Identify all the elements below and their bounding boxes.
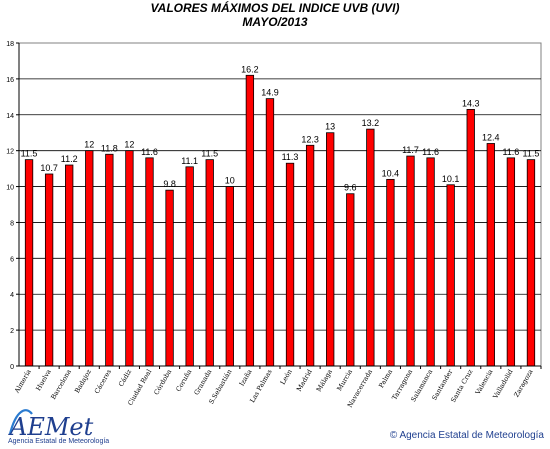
bar xyxy=(65,164,74,367)
bar xyxy=(346,193,355,367)
bar xyxy=(85,150,94,367)
x-tick-label: Málaga xyxy=(315,368,334,393)
data-label: 11.1 xyxy=(181,156,198,166)
x-tick-label: Barcelona xyxy=(49,368,73,401)
bar xyxy=(24,159,34,367)
x-tick-label: Palma xyxy=(377,368,394,389)
x-tick-label: Zaragoza xyxy=(512,368,534,399)
logo-subtitle: Agencia Estatal de Meteorología xyxy=(8,438,110,445)
bar xyxy=(446,184,455,367)
x-tick-label: Izaña xyxy=(238,368,254,388)
y-tick-label: 2 xyxy=(10,328,14,335)
data-label: 11.6 xyxy=(502,147,519,157)
x-tick-label: Granada xyxy=(192,368,213,397)
y-tick-label: 14 xyxy=(6,113,14,120)
data-label: 11.5 xyxy=(523,149,540,159)
x-tick-label: Murcia xyxy=(335,368,354,392)
x-tick-label: Córdoba xyxy=(152,368,173,396)
data-label: 16.2 xyxy=(241,64,259,74)
bar xyxy=(406,155,415,367)
y-tick-label: 8 xyxy=(10,220,14,227)
y-tick-label: 6 xyxy=(10,256,14,263)
aemet-logo: AEMet xyxy=(8,409,94,441)
bar xyxy=(326,132,335,367)
bar xyxy=(205,159,214,367)
data-label: 12 xyxy=(84,140,94,150)
y-tick-label: 4 xyxy=(10,292,14,299)
bar xyxy=(506,157,516,367)
data-label: 11.5 xyxy=(201,149,218,159)
bar xyxy=(366,128,375,367)
data-label: 11.2 xyxy=(61,154,78,164)
bar xyxy=(245,74,255,367)
bar xyxy=(466,108,475,367)
data-label: 11.5 xyxy=(21,149,38,159)
x-tick-label: Cáceres xyxy=(93,368,113,395)
bar xyxy=(44,173,54,367)
bar xyxy=(125,150,134,367)
data-label: 12.4 xyxy=(482,132,500,142)
data-label: 10.4 xyxy=(382,168,400,178)
bar xyxy=(185,166,194,367)
data-label: 13 xyxy=(325,122,335,132)
data-label: 11.3 xyxy=(282,152,299,162)
x-tick-label: Huelva xyxy=(34,368,53,392)
data-label: 12.3 xyxy=(301,134,319,144)
chart-subtitle: MAYO/2013 xyxy=(242,15,308,29)
data-label: 12 xyxy=(124,140,134,150)
bar xyxy=(225,186,234,367)
bar xyxy=(285,162,295,367)
data-label: 14.3 xyxy=(462,98,480,108)
data-label: 14.9 xyxy=(261,88,279,98)
data-label: 9.6 xyxy=(344,183,357,193)
x-tick-label: Cádiz xyxy=(117,368,133,389)
bar xyxy=(426,157,435,367)
data-label: 11.6 xyxy=(141,147,158,157)
x-tick-label: León xyxy=(279,368,294,386)
data-label: 9.8 xyxy=(163,179,176,189)
data-label: 11.7 xyxy=(402,145,419,155)
x-tick-label: Almería xyxy=(12,368,32,395)
x-tick-label: Badajoz xyxy=(73,368,93,395)
svg-text:AEMet: AEMet xyxy=(8,413,94,441)
bar xyxy=(305,144,315,367)
bar xyxy=(145,157,154,367)
y-tick-label: 10 xyxy=(6,185,14,192)
y-tick-label: 18 xyxy=(6,41,14,48)
bar xyxy=(165,189,174,367)
plot-area xyxy=(18,42,542,367)
data-label: 11.8 xyxy=(101,143,118,153)
bar xyxy=(105,153,114,367)
bar xyxy=(386,178,395,367)
bar xyxy=(526,159,536,367)
data-label: 13.2 xyxy=(362,118,380,128)
chart-title: VALORES MÁXIMOS DEL INDICE UVB (UVI) xyxy=(150,1,400,15)
data-label: 10.7 xyxy=(40,163,58,173)
y-tick-label: 12 xyxy=(6,149,14,156)
x-tick-label: Madrid xyxy=(295,368,314,393)
data-label: 10 xyxy=(225,176,235,186)
y-tick-label: 16 xyxy=(6,77,14,84)
y-tick-label: 0 xyxy=(10,364,14,371)
bar xyxy=(265,98,275,367)
x-tick-label: Coruña xyxy=(174,368,193,393)
agency-credit: © Agencia Estatal de Meteorología xyxy=(389,430,544,441)
data-label: 11.6 xyxy=(422,147,439,157)
x-tick-label: Valladolid xyxy=(491,368,515,401)
bar xyxy=(486,143,495,367)
data-label: 10.1 xyxy=(442,174,460,184)
x-tick-label: Valencia xyxy=(473,368,494,397)
